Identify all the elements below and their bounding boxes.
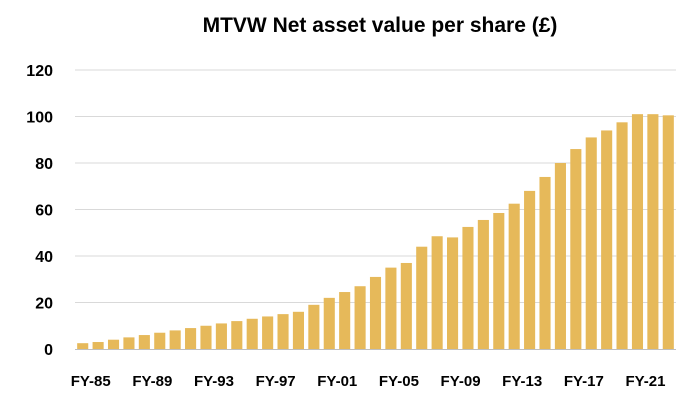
- bar: [385, 267, 397, 349]
- bar: [323, 297, 335, 349]
- x-tick-label: FY-93: [194, 373, 234, 390]
- bar: [92, 342, 104, 349]
- bar: [185, 328, 197, 349]
- x-tick-label: FY-85: [71, 373, 111, 390]
- bar: [616, 122, 628, 349]
- bar: [431, 236, 443, 349]
- x-tick-label: FY-89: [132, 373, 172, 390]
- bar: [416, 246, 428, 349]
- x-tick-label: FY-17: [564, 373, 604, 390]
- y-tick-label: 20: [35, 296, 53, 313]
- bar: [200, 325, 212, 349]
- bar: [400, 262, 412, 349]
- bar: [262, 316, 274, 349]
- bar: [77, 343, 89, 349]
- bar: [601, 130, 613, 349]
- bar: [554, 163, 566, 349]
- bar: [169, 330, 181, 349]
- y-tick-label: 60: [35, 203, 53, 220]
- bar: [539, 176, 551, 349]
- x-tick-label: FY-09: [441, 373, 481, 390]
- bar: [339, 292, 351, 349]
- bar: [277, 314, 289, 349]
- x-tick-label: FY-21: [625, 373, 665, 390]
- bar: [138, 335, 150, 349]
- x-tick-label: FY-97: [256, 373, 296, 390]
- y-tick-label: 40: [35, 249, 53, 266]
- bar: [462, 226, 474, 349]
- bar: [631, 114, 644, 349]
- bar: [508, 203, 520, 349]
- bar: [524, 190, 536, 349]
- bar: [231, 321, 243, 349]
- chart-title: MTVW Net asset value per share (£): [202, 14, 558, 37]
- bar: [493, 212, 505, 349]
- bar: [107, 339, 120, 349]
- y-tick-label: 120: [26, 63, 53, 80]
- bar: [123, 337, 135, 349]
- bar: [477, 219, 489, 349]
- bar: [369, 276, 382, 349]
- bar: [662, 115, 674, 350]
- bar: [354, 286, 366, 349]
- bar: [154, 332, 166, 349]
- bar: [447, 237, 459, 349]
- x-tick-label: FY-05: [379, 373, 419, 390]
- x-tick-label: FY-01: [317, 373, 357, 390]
- bar: [570, 149, 582, 349]
- y-tick-label: 100: [26, 110, 53, 127]
- bar: [246, 318, 258, 349]
- bar: [647, 114, 659, 349]
- bar: [585, 137, 597, 349]
- x-tick-label: FY-13: [502, 373, 542, 390]
- bar: [308, 304, 320, 349]
- bar: [292, 311, 304, 349]
- y-tick-label: 80: [35, 156, 53, 173]
- bar: [215, 323, 227, 349]
- y-tick-label: 0: [44, 342, 53, 359]
